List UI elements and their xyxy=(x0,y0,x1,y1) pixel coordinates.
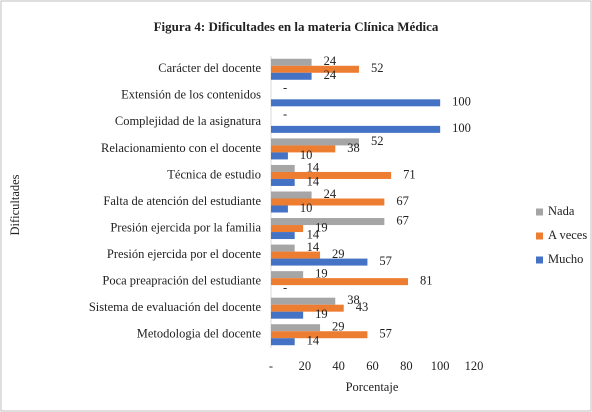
y-tick-label: Complejidad de la asignatura xyxy=(115,114,262,128)
legend-label: A veces xyxy=(548,228,587,242)
bar xyxy=(271,232,295,240)
legend-swatch xyxy=(536,232,543,240)
data-label: 14 xyxy=(307,174,320,188)
x-tick-label: 40 xyxy=(332,359,345,373)
data-label: - xyxy=(283,281,287,295)
bar xyxy=(271,138,359,146)
bar xyxy=(271,258,368,266)
x-tick-label: 100 xyxy=(431,359,450,373)
data-label: 14 xyxy=(307,160,320,174)
data-label: 100 xyxy=(452,121,471,135)
data-label: 10 xyxy=(300,148,313,162)
data-label: 67 xyxy=(396,194,409,208)
y-axis-title: Dificultades xyxy=(8,174,22,235)
y-tick-label: Presión ejercida por el docente xyxy=(107,247,262,261)
bar xyxy=(271,271,304,279)
data-label: 14 xyxy=(307,227,320,241)
x-tick-label: - xyxy=(269,359,273,373)
bar xyxy=(271,311,304,319)
data-label: 14 xyxy=(307,334,320,348)
x-tick-label: 120 xyxy=(465,359,484,373)
data-label: 19 xyxy=(315,307,328,321)
x-tick-label: 80 xyxy=(400,359,413,373)
data-label: 24 xyxy=(324,68,337,82)
y-tick-label: Relacionamiento con el docente xyxy=(101,141,261,155)
bar xyxy=(271,244,295,252)
bar xyxy=(271,178,295,186)
bar xyxy=(271,191,312,199)
bar xyxy=(271,324,321,332)
data-label: 10 xyxy=(300,201,313,215)
data-label: 38 xyxy=(347,293,360,307)
data-label: 52 xyxy=(371,61,384,75)
x-axis-title: Porcentaje xyxy=(346,380,399,394)
legend-swatch xyxy=(536,256,543,264)
data-label: 52 xyxy=(371,134,384,148)
bar xyxy=(271,65,359,73)
bar xyxy=(271,225,304,233)
data-label: 57 xyxy=(379,254,392,268)
data-label: 19 xyxy=(315,267,328,281)
data-label: 81 xyxy=(420,274,433,288)
data-label: 67 xyxy=(396,213,409,227)
data-label: 19 xyxy=(315,220,328,234)
x-tick-label: 20 xyxy=(299,359,312,373)
bar xyxy=(271,338,295,346)
bar xyxy=(271,125,441,133)
bar xyxy=(271,58,312,66)
x-tick-label: 60 xyxy=(366,359,379,373)
bar xyxy=(271,72,312,80)
bar xyxy=(271,205,288,213)
data-label: 14 xyxy=(307,240,320,254)
bar xyxy=(271,331,368,339)
data-label: - xyxy=(283,107,287,121)
data-label: 100 xyxy=(452,95,471,109)
data-label: 43 xyxy=(356,300,369,314)
bar xyxy=(271,297,336,305)
data-label: 29 xyxy=(332,320,345,334)
y-tick-label: Sistema de evaluación del docente xyxy=(89,300,262,314)
bar xyxy=(271,198,385,206)
y-tick-label: Metodologia del docente xyxy=(137,327,262,341)
bar xyxy=(271,304,344,312)
bar xyxy=(271,278,409,286)
bar xyxy=(271,251,321,259)
y-tick-label: Carácter del docente xyxy=(158,61,261,75)
data-label: 71 xyxy=(403,167,416,181)
data-label: 24 xyxy=(324,54,337,68)
data-label: 38 xyxy=(347,141,360,155)
bar xyxy=(271,145,336,153)
bar xyxy=(271,164,295,172)
legend-label: Mucho xyxy=(548,252,583,266)
y-tick-label: Técnica de estudio xyxy=(167,167,261,181)
data-label: 29 xyxy=(332,247,345,261)
data-label: 57 xyxy=(379,327,392,341)
bar xyxy=(271,171,392,179)
bar xyxy=(271,152,288,160)
y-tick-label: Extensión de los contenidos xyxy=(121,88,261,102)
legend-label: Nada xyxy=(548,204,575,218)
data-label: - xyxy=(283,81,287,95)
chart-title: Figura 4: Dificultades en la materia Clí… xyxy=(154,19,439,34)
bar xyxy=(271,99,441,107)
y-tick-label: Falta de atención del estudiante xyxy=(103,194,261,208)
legend-swatch xyxy=(536,208,543,216)
bar xyxy=(271,218,385,226)
y-tick-label: Presión ejercida por la familia xyxy=(110,220,261,234)
data-label: 24 xyxy=(324,187,337,201)
y-tick-label: Poca preapración del estudiante xyxy=(102,274,261,288)
